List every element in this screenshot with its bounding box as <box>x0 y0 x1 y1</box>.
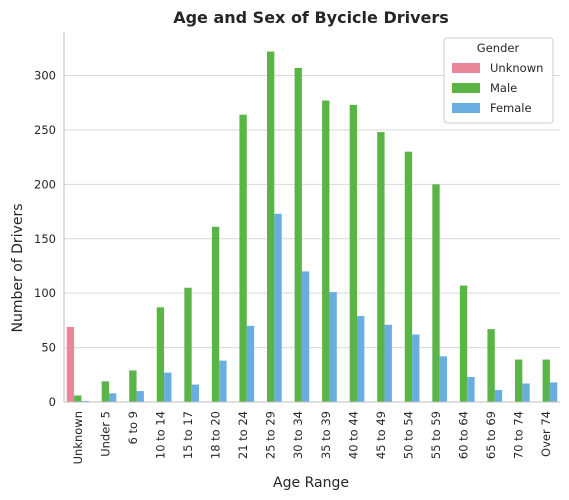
bar <box>459 285 468 402</box>
bar <box>384 324 392 402</box>
grid-lines <box>64 75 560 349</box>
legend-label: Female <box>490 101 532 115</box>
x-tick-label: 30 to 34 <box>291 411 305 459</box>
bar <box>432 184 440 402</box>
x-tick-label: 10 to 14 <box>153 411 167 459</box>
legend-swatch <box>452 83 480 93</box>
bar <box>439 356 448 402</box>
legend-label: Unknown <box>490 61 543 75</box>
bars <box>66 51 558 403</box>
y-tick-label: 250 <box>34 123 56 137</box>
bar <box>377 132 385 402</box>
bar <box>412 334 420 402</box>
bar <box>329 292 337 402</box>
legend-title: Gender <box>477 41 520 55</box>
bar <box>239 114 247 403</box>
legend-frame <box>443 37 554 124</box>
bar <box>514 359 523 402</box>
y-tick-label: 50 <box>41 341 56 355</box>
legend: Gender Unknown Male Female <box>443 37 554 124</box>
x-axis-label: Age Range <box>273 475 349 491</box>
legend-swatch <box>452 103 480 113</box>
bar <box>404 151 413 402</box>
bar <box>246 325 255 402</box>
y-tick-label: 100 <box>34 286 56 300</box>
x-tick-label: 70 to 74 <box>512 411 526 459</box>
x-tick-label: 25 to 29 <box>264 411 278 459</box>
x-tick-label: 18 to 20 <box>209 411 223 459</box>
x-tick-label: 35 to 39 <box>319 411 333 459</box>
bar <box>357 316 365 402</box>
x-tick-label: 6 to 9 <box>126 411 140 445</box>
bar <box>266 51 275 403</box>
bar <box>101 381 110 402</box>
bar <box>549 382 558 402</box>
y-tick-label: 150 <box>34 232 56 246</box>
bar <box>191 384 200 402</box>
bar <box>349 104 358 402</box>
bar <box>136 391 144 402</box>
bar <box>109 393 117 402</box>
bar <box>494 390 503 402</box>
x-tick-label: 50 to 54 <box>401 411 415 459</box>
x-tick-label: 65 to 69 <box>484 411 498 459</box>
bar <box>294 67 302 402</box>
bar <box>274 213 282 402</box>
bar <box>66 326 75 402</box>
legend-swatch <box>452 63 480 73</box>
x-tick-label: 45 to 49 <box>374 411 388 459</box>
bar <box>156 307 165 402</box>
x-tick-label: 21 to 24 <box>236 411 250 459</box>
bar <box>467 376 475 402</box>
y-axis-label: Number of Drivers <box>10 203 26 332</box>
bar <box>301 271 310 402</box>
axes <box>63 32 560 403</box>
x-tick-label: Under 5 <box>98 411 112 457</box>
y-tick-labels: 0 50 100 150 200 250 300 <box>34 69 56 409</box>
bar <box>487 329 495 402</box>
y-tick-label: 200 <box>34 177 56 191</box>
x-tick-label: Over 74 <box>539 411 553 457</box>
x-tick-label: 55 to 59 <box>429 411 443 459</box>
bar <box>81 400 89 402</box>
x-tick-labels: Unknown Under 5 6 to 9 10 to 14 15 to 17 18 t… <box>71 411 553 464</box>
bar <box>129 370 137 402</box>
bar <box>219 360 227 402</box>
bar <box>74 395 82 402</box>
x-tick-label: Unknown <box>71 411 85 464</box>
bar <box>522 383 530 402</box>
x-tick-label: 40 to 44 <box>346 411 360 459</box>
x-tick-label: 60 to 64 <box>457 411 471 459</box>
x-tick-label: 15 to 17 <box>181 411 195 459</box>
chart-title: Age and Sex of Bycicle Drivers <box>173 8 449 27</box>
bar <box>211 226 220 402</box>
legend-label: Male <box>490 81 517 95</box>
y-tick-label: 0 <box>49 395 56 409</box>
bar <box>322 100 330 402</box>
bar <box>542 359 550 402</box>
y-tick-label: 300 <box>34 69 56 83</box>
bar <box>164 372 172 402</box>
bar <box>184 287 192 402</box>
